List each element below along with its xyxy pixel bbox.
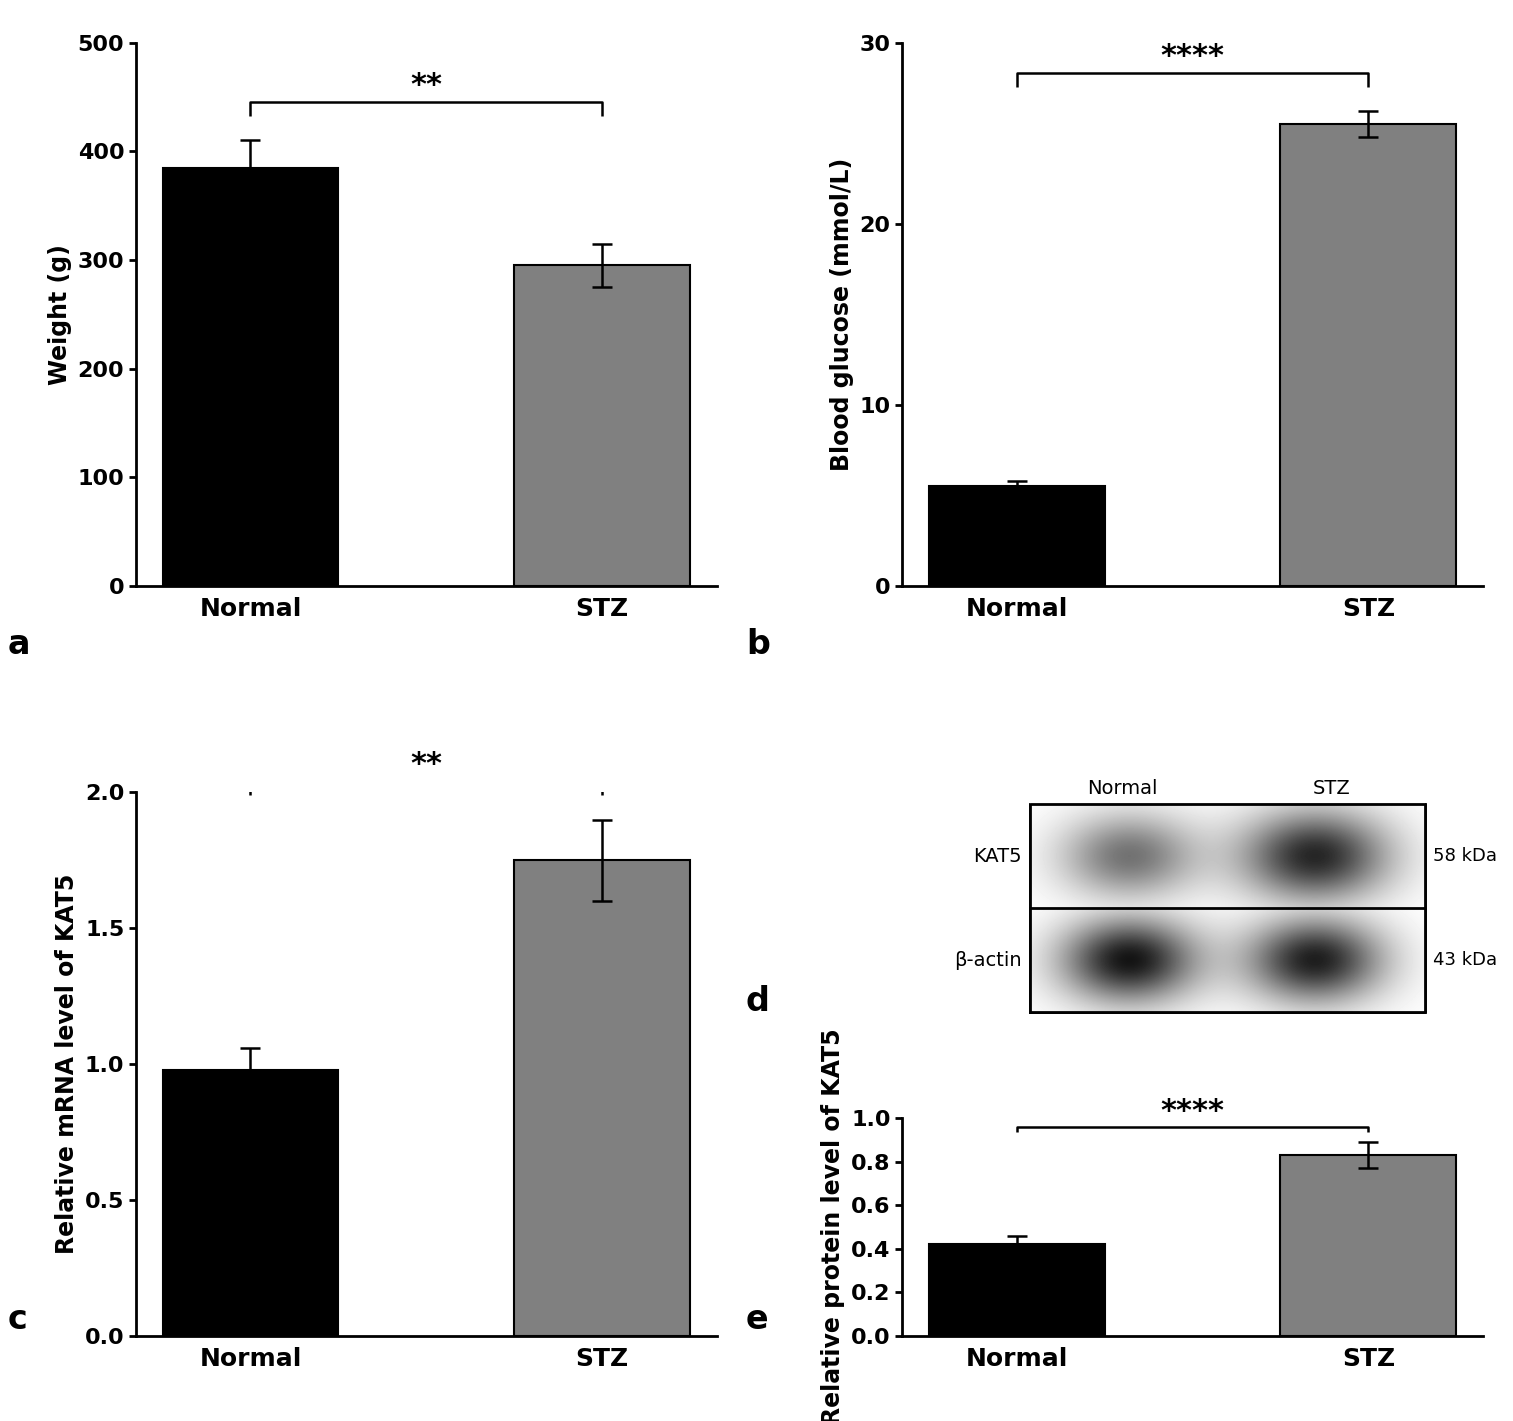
Text: STZ: STZ bbox=[1313, 779, 1351, 799]
Bar bbox=[1280, 1155, 1457, 1336]
Text: ****: **** bbox=[1160, 41, 1224, 71]
Bar bbox=[162, 168, 339, 585]
Bar bbox=[1280, 124, 1457, 585]
Text: a: a bbox=[8, 628, 30, 661]
Text: d: d bbox=[746, 985, 770, 1019]
Text: e: e bbox=[746, 1303, 769, 1336]
Bar bbox=[162, 1070, 339, 1336]
Y-axis label: Relative mRNA level of KAT5: Relative mRNA level of KAT5 bbox=[54, 874, 79, 1255]
Y-axis label: Relative protein level of KAT5: Relative protein level of KAT5 bbox=[822, 1029, 846, 1421]
Bar bbox=[514, 860, 690, 1336]
Text: β-actin: β-actin bbox=[953, 951, 1021, 971]
Text: **: ** bbox=[410, 750, 442, 779]
Y-axis label: Weight (g): Weight (g) bbox=[48, 244, 73, 385]
Text: Normal: Normal bbox=[1088, 779, 1157, 799]
Text: ****: **** bbox=[1160, 1097, 1224, 1125]
Bar bbox=[929, 1245, 1104, 1336]
Bar bbox=[514, 266, 690, 585]
Text: 58 kDa: 58 kDa bbox=[1433, 847, 1498, 865]
Bar bbox=[929, 486, 1104, 585]
Text: b: b bbox=[746, 628, 770, 661]
Text: c: c bbox=[8, 1303, 27, 1336]
Bar bbox=[1030, 804, 1425, 1012]
Text: KAT5: KAT5 bbox=[973, 847, 1021, 865]
Text: 43 kDa: 43 kDa bbox=[1433, 952, 1498, 969]
Text: **: ** bbox=[410, 71, 442, 99]
Y-axis label: Blood glucose (mmol/L): Blood glucose (mmol/L) bbox=[829, 158, 853, 470]
